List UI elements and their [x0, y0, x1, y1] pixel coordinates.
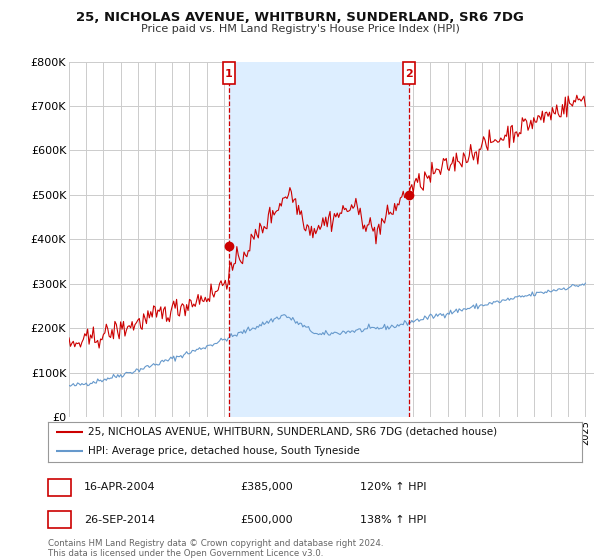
Text: Price paid vs. HM Land Registry's House Price Index (HPI): Price paid vs. HM Land Registry's House …: [140, 24, 460, 34]
FancyBboxPatch shape: [223, 62, 235, 84]
Bar: [229, 62, 409, 417]
Text: 16-APR-2004: 16-APR-2004: [84, 482, 155, 492]
Text: 26-SEP-2014: 26-SEP-2014: [84, 515, 155, 525]
Text: £500,000: £500,000: [240, 515, 293, 525]
FancyBboxPatch shape: [403, 62, 415, 84]
Text: Contains HM Land Registry data © Crown copyright and database right 2024.
This d: Contains HM Land Registry data © Crown c…: [48, 539, 383, 558]
Text: 1: 1: [225, 69, 233, 79]
Text: 25, NICHOLAS AVENUE, WHITBURN, SUNDERLAND, SR6 7DG (detached house): 25, NICHOLAS AVENUE, WHITBURN, SUNDERLAN…: [88, 427, 497, 437]
Text: 120% ↑ HPI: 120% ↑ HPI: [360, 482, 427, 492]
Text: HPI: Average price, detached house, South Tyneside: HPI: Average price, detached house, Sout…: [88, 446, 360, 456]
Text: 25, NICHOLAS AVENUE, WHITBURN, SUNDERLAND, SR6 7DG: 25, NICHOLAS AVENUE, WHITBURN, SUNDERLAN…: [76, 11, 524, 24]
Text: 2: 2: [56, 515, 63, 525]
Text: £385,000: £385,000: [240, 482, 293, 492]
Text: 138% ↑ HPI: 138% ↑ HPI: [360, 515, 427, 525]
Text: 1: 1: [56, 482, 63, 492]
Text: 2: 2: [405, 69, 412, 79]
